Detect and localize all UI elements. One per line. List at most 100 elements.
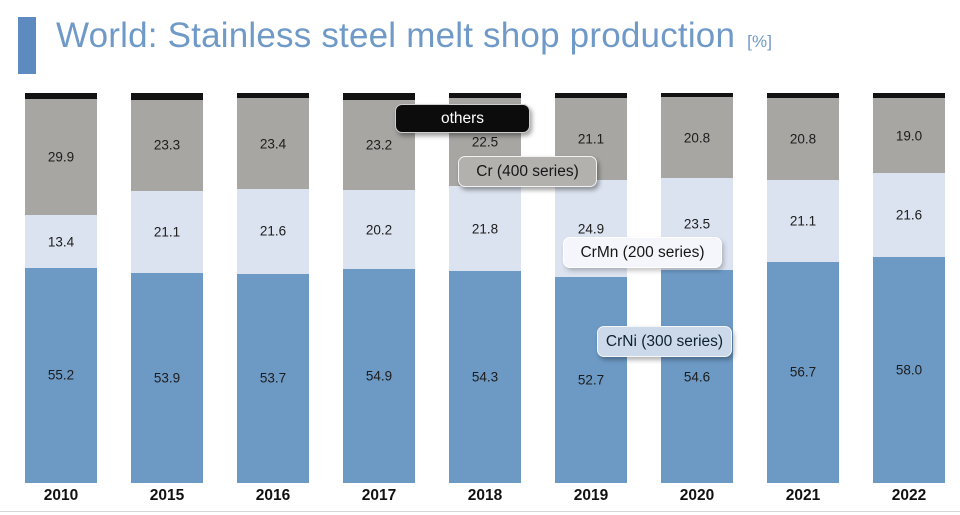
segment-value-label: 21.6 [259,223,287,239]
segment-value-label: 13.4 [47,234,75,250]
segment-value-label: 23.4 [259,136,287,152]
bar-segment: 13.4 [25,215,97,268]
stacked-bar: 58.0 21.6 19.0 [873,93,945,483]
segment-value-label: 23.5 [683,216,711,232]
x-axis-label: 2018 [467,487,503,504]
bar-segment [25,93,97,99]
x-axis-label: 2019 [573,487,609,504]
stacked-bar: 54.3 21.8 22.5 [449,93,521,483]
bar-segment: 55.2 [25,267,97,483]
bar-segment: 54.3 [449,271,521,483]
segment-value-label: 54.3 [471,369,499,385]
stacked-bar: 52.7 24.9 21.1 [555,93,627,483]
segment-value-label: 22.5 [471,134,499,150]
legend-label-cr-400-series: Cr (400 series) [476,162,579,180]
segment-value-label: 55.2 [47,367,75,383]
title-accent-bar [18,17,36,74]
bar-segment: 20.8 [661,97,733,179]
bar-segment: 19.0 [873,98,945,173]
bar-column: 55.2 13.4 29.9 2010 [25,93,97,504]
segment-value-label: 29.9 [47,149,75,165]
legend-pill-others: others [395,104,530,133]
bar-segment: 58.0 [873,256,945,483]
segment-value-label: 19.0 [895,128,923,144]
chart-area: 55.2 13.4 29.9 2010 53.9 21.1 23.3 2015 53.7 21.6… [25,93,945,504]
stacked-bar: 56.7 21.1 20.8 [767,93,839,483]
x-axis-label: 2016 [255,487,291,504]
segment-value-label: 21.1 [789,213,817,229]
bar-segment [873,93,945,99]
segment-value-label: 53.7 [259,370,287,386]
bar-segment: 21.8 [449,186,521,272]
bar-column: 54.6 23.5 20.8 2020 [661,93,733,504]
segment-value-label: 58.0 [895,362,923,378]
bar-segment: 21.6 [237,189,309,274]
segment-value-label: 20.8 [789,131,817,147]
segment-value-label: 54.6 [683,369,711,385]
segment-value-label: 24.9 [577,221,605,237]
stacked-bar: 53.9 21.1 23.3 [131,93,203,483]
bar-segment: 21.1 [767,179,839,262]
segment-value-label: 54.9 [365,368,393,384]
legend-pill-crni-300-series: CrNi (300 series) [597,326,732,357]
legend-pill-crmn-200-series: CrMn (200 series) [563,237,722,268]
bar-segment: 20.8 [767,98,839,180]
segment-value-label: 52.7 [577,372,605,388]
bar-segment: 52.7 [555,277,627,483]
bar-column: 58.0 21.6 19.0 2022 [873,93,945,504]
legend-pill-cr-400-series: Cr (400 series) [458,156,597,187]
segment-value-label: 20.8 [683,130,711,146]
bar-column: 56.7 21.1 20.8 2021 [767,93,839,504]
stacked-bar: 54.9 20.2 23.2 [343,93,415,483]
bottom-divider [0,511,960,512]
bar-segment: 56.7 [767,261,839,483]
bar-segment [449,93,521,99]
segment-value-label: 21.1 [153,224,181,240]
bar-column: 53.9 21.1 23.3 2015 [131,93,203,504]
stacked-bar: 53.7 21.6 23.4 [237,93,309,483]
stacked-bar: 55.2 13.4 29.9 [25,93,97,483]
bar-segment [343,93,415,100]
segment-value-label: 56.7 [789,364,817,380]
bar-column: 52.7 24.9 21.1 2019 [555,93,627,504]
bar-segment: 29.9 [25,98,97,216]
segment-value-label: 20.2 [365,222,393,237]
page-title-unit: [%] [747,32,773,51]
bar-segment: 20.2 [343,190,415,269]
bar-segment [661,93,733,98]
bar-segment [131,93,203,100]
x-axis-label: 2022 [891,487,927,504]
bar-segment: 21.6 [873,172,945,257]
x-axis-label: 2017 [361,487,397,504]
bar-segment: 23.4 [237,98,309,190]
legend-label-others: others [440,109,485,127]
x-axis-label: 2010 [43,487,79,504]
page-title: World: Stainless steel melt shop product… [56,16,772,56]
bar-column: 53.7 21.6 23.4 2016 [237,93,309,504]
legend-label-crni-300-series: CrNi (300 series) [605,332,724,350]
bar-segment: 53.7 [237,273,309,483]
bar-segment: 21.1 [131,190,203,273]
bar-segment: 53.9 [131,272,203,483]
bar-segment [555,93,627,99]
segment-value-label: 21.6 [895,207,923,223]
segment-value-label: 23.2 [365,137,393,153]
legend-label-crmn-200-series: CrMn (200 series) [580,243,705,261]
bar-segment: 54.6 [661,270,733,483]
stacked-bar: 54.6 23.5 20.8 [661,93,733,483]
x-axis-label: 2020 [679,487,715,504]
bar-segment: 54.9 [343,268,415,483]
bar-column: 54.3 21.8 22.5 2018 [449,93,521,504]
segment-value-label: 21.1 [577,131,605,147]
bar-column: 54.9 20.2 23.2 2017 [343,93,415,504]
bar-segment: 23.3 [131,99,203,191]
segment-value-label: 53.9 [153,370,181,386]
x-axis-label: 2015 [149,487,185,504]
bar-segment [237,93,309,99]
x-axis-label: 2021 [785,487,821,504]
page-title-text: World: Stainless steel melt shop product… [56,16,736,55]
bar-segment [767,93,839,99]
segment-value-label: 21.8 [471,221,499,237]
segment-value-label: 23.3 [153,137,181,153]
